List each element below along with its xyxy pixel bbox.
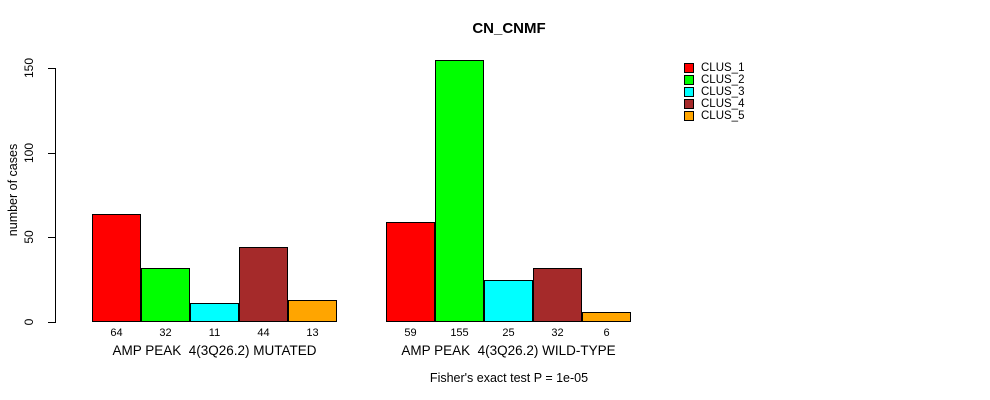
bar-value-label: 13 bbox=[306, 327, 319, 339]
legend-swatch-icon bbox=[684, 87, 694, 97]
bar-clus_3 bbox=[484, 280, 533, 322]
legend-row: CLUS_5 bbox=[684, 110, 744, 122]
y-axis-tick bbox=[48, 68, 55, 69]
bar-value-label: 32 bbox=[551, 327, 564, 339]
legend-row: CLUS_3 bbox=[684, 86, 744, 98]
y-axis-tick-label: 0 bbox=[22, 318, 36, 326]
legend-swatch-icon bbox=[684, 63, 694, 73]
y-axis-tick bbox=[48, 153, 55, 154]
bar-clus_1 bbox=[386, 222, 435, 322]
legend: CLUS_1 CLUS_2 CLUS_3 CLUS_4 CLUS_5 bbox=[684, 62, 744, 122]
y-axis-tick-label: 50 bbox=[22, 230, 36, 244]
y-axis-tick bbox=[48, 322, 55, 323]
legend-row: CLUS_2 bbox=[684, 74, 744, 86]
legend-label: CLUS_5 bbox=[701, 110, 745, 122]
y-axis-tick-label: 150 bbox=[22, 57, 36, 79]
legend-swatch-icon bbox=[684, 99, 694, 109]
y-axis-title: number of cases bbox=[6, 143, 20, 237]
y-axis-tick-label: 100 bbox=[22, 142, 36, 164]
y-axis-tick bbox=[48, 237, 55, 238]
legend-label: CLUS_4 bbox=[701, 98, 745, 110]
bar-clus_4 bbox=[533, 268, 582, 322]
chart-title: CN_CNMF bbox=[472, 20, 546, 37]
bar-clus_4 bbox=[239, 247, 288, 322]
legend-label: CLUS_1 bbox=[701, 62, 745, 74]
bar-value-label: 25 bbox=[502, 327, 515, 339]
bar-clus_3 bbox=[190, 303, 239, 322]
legend-row: CLUS_4 bbox=[684, 98, 744, 110]
group-label: AMP PEAK 4(3Q26.2) WILD-TYPE bbox=[401, 343, 616, 358]
bar-clus_2 bbox=[141, 268, 190, 322]
legend-swatch-icon bbox=[684, 75, 694, 85]
bar-value-label: 155 bbox=[450, 327, 469, 339]
bar-value-label: 64 bbox=[110, 327, 123, 339]
group-label: AMP PEAK 4(3Q26.2) MUTATED bbox=[112, 343, 317, 358]
bar-clus_2 bbox=[435, 60, 484, 322]
bar-value-label: 11 bbox=[208, 327, 221, 339]
bar-value-label: 6 bbox=[603, 327, 610, 339]
bar-clus_5 bbox=[582, 312, 631, 322]
legend-label: CLUS_3 bbox=[701, 86, 745, 98]
legend-swatch-icon bbox=[684, 111, 694, 121]
bar-clus_5 bbox=[288, 300, 337, 322]
bar-value-label: 44 bbox=[257, 327, 270, 339]
fisher-annotation: Fisher's exact test P = 1e-05 bbox=[429, 371, 589, 385]
legend-row: CLUS_1 bbox=[684, 62, 744, 74]
bar-value-label: 32 bbox=[159, 327, 172, 339]
legend-label: CLUS_2 bbox=[701, 74, 745, 86]
bar-clus_1 bbox=[92, 214, 141, 322]
y-axis-line bbox=[55, 68, 56, 323]
bar-value-label: 59 bbox=[404, 327, 417, 339]
